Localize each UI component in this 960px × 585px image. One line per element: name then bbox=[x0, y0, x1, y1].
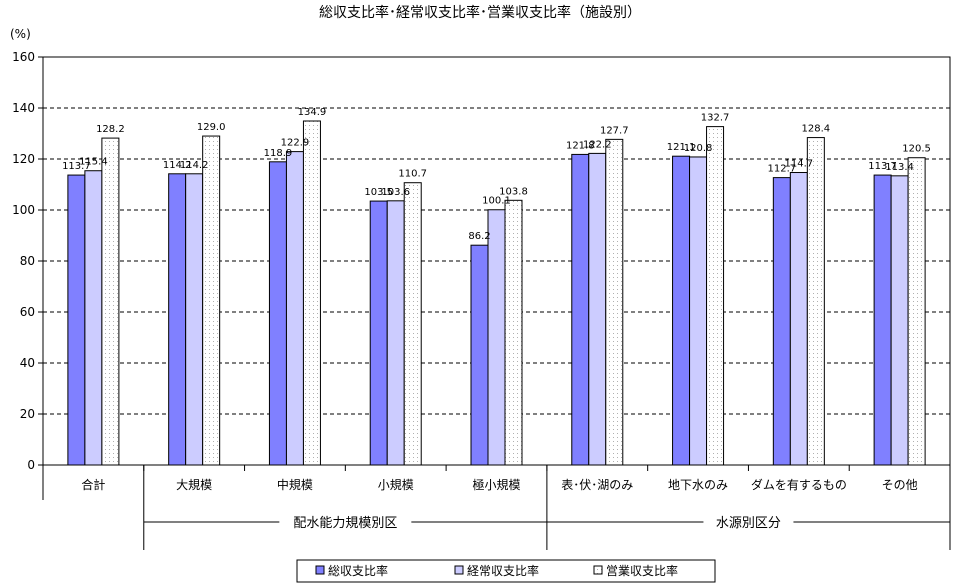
x-tick-label: 極小規模 bbox=[472, 477, 520, 492]
bar-3 bbox=[605, 138, 624, 466]
bar-2 bbox=[84, 170, 103, 466]
data-label: 134.9 bbox=[298, 107, 327, 118]
data-label: 113.7 bbox=[868, 161, 897, 172]
bar-3 bbox=[403, 182, 422, 466]
legend-label: 経常収支比率 bbox=[467, 563, 539, 578]
bar-2 bbox=[386, 200, 405, 466]
data-label: 114.2 bbox=[163, 160, 192, 171]
bar-2 bbox=[689, 156, 708, 466]
legend: 総収支比率 経常収支比率 営業収支比率 bbox=[296, 559, 716, 583]
bar-2 bbox=[588, 152, 607, 466]
bars bbox=[67, 120, 926, 466]
bar-1 bbox=[369, 200, 388, 466]
data-label: 110.7 bbox=[398, 169, 427, 180]
data-label: 100.1 bbox=[482, 196, 511, 207]
data-label: 103.5 bbox=[364, 187, 393, 198]
y-axis-ticks: 0 20 40 60 80 100 120 140 160 bbox=[12, 50, 43, 472]
y-tick-label: 140 bbox=[12, 101, 35, 115]
data-label: 103.8 bbox=[499, 186, 528, 197]
bar-3 bbox=[706, 126, 725, 466]
bar-1 bbox=[873, 174, 892, 466]
data-label: 122.2 bbox=[583, 139, 612, 150]
chart-title: 総収支比率･経常収支比率･営業収支比率（施設別） bbox=[319, 4, 641, 21]
data-label: 127.7 bbox=[600, 125, 629, 136]
legend-label: 営業収支比率 bbox=[606, 563, 678, 578]
legend-swatch bbox=[454, 565, 464, 575]
x-tick-label: 合計 bbox=[81, 477, 105, 492]
bar-3 bbox=[504, 199, 523, 466]
y-tick-label: 160 bbox=[12, 50, 35, 64]
y-tick-label: 120 bbox=[12, 152, 35, 166]
group-label: 配水能力規模別区 bbox=[293, 516, 397, 531]
group-label: 水源別区分 bbox=[716, 516, 781, 531]
legend-swatch bbox=[315, 565, 325, 575]
y-tick-label: 100 bbox=[12, 203, 35, 217]
data-label: 128.2 bbox=[96, 124, 125, 135]
bar-2 bbox=[185, 173, 204, 466]
y-tick-label: 60 bbox=[20, 305, 35, 319]
data-label: 122.9 bbox=[281, 138, 310, 149]
bar-3 bbox=[302, 120, 321, 466]
data-label: 114.2 bbox=[180, 160, 209, 171]
data-label: 115.4 bbox=[79, 157, 108, 168]
legend-label: 総収支比率 bbox=[328, 563, 388, 578]
legend-swatch bbox=[593, 565, 603, 575]
y-tick-label: 0 bbox=[27, 458, 35, 472]
bar-2 bbox=[789, 172, 808, 466]
bar-1 bbox=[168, 173, 187, 466]
y-tick-label: 40 bbox=[20, 356, 35, 370]
data-label: 121.1 bbox=[667, 142, 696, 153]
data-label: 113.7 bbox=[62, 161, 91, 172]
x-tick-label: 地下水のみ bbox=[668, 478, 728, 492]
y-tick-label: 80 bbox=[20, 254, 35, 268]
data-label: 120.8 bbox=[684, 143, 713, 154]
x-tick-label: 大規模 bbox=[176, 477, 212, 492]
data-label: 112.7 bbox=[768, 164, 797, 175]
bar-3 bbox=[907, 157, 926, 466]
y-axis-label: (%) bbox=[10, 27, 31, 41]
bar-1 bbox=[772, 177, 791, 466]
bar-2 bbox=[285, 151, 304, 466]
legend-box bbox=[296, 559, 716, 583]
x-tick-label: ダムを有するもの bbox=[751, 477, 847, 492]
bar-3 bbox=[806, 137, 825, 466]
bar-2 bbox=[487, 209, 506, 466]
data-label: 113.4 bbox=[885, 162, 914, 173]
x-tick-label: 小規模 bbox=[378, 477, 414, 492]
data-label: 128.4 bbox=[802, 124, 831, 135]
bar-2 bbox=[890, 175, 909, 466]
data-label: 120.5 bbox=[902, 144, 931, 155]
bar-3 bbox=[202, 135, 221, 466]
y-tick-label: 20 bbox=[20, 407, 35, 421]
data-label: 121.8 bbox=[566, 140, 595, 151]
data-label: 86.2 bbox=[468, 231, 490, 242]
x-tick-label: 表･伏･湖のみ bbox=[561, 477, 633, 492]
data-label: 129.0 bbox=[197, 122, 226, 133]
bar-1 bbox=[571, 153, 590, 466]
x-axis: 合計 大規模 中規模 小規模 極小規模 表･伏･湖のみ 地下水のみ ダムを有するもの その他配水… bbox=[42, 465, 951, 550]
bar-1 bbox=[268, 161, 287, 466]
bar-1 bbox=[672, 155, 691, 466]
bar-1 bbox=[67, 174, 86, 466]
data-label: 132.7 bbox=[701, 113, 730, 124]
x-tick-label: その他 bbox=[882, 478, 918, 492]
bar-3 bbox=[101, 137, 120, 466]
data-label: 103.6 bbox=[381, 187, 410, 198]
data-label: 114.7 bbox=[785, 159, 814, 170]
x-tick-label: 中規模 bbox=[277, 477, 313, 492]
data-label: 118.9 bbox=[264, 148, 293, 159]
bar-1 bbox=[470, 244, 489, 466]
